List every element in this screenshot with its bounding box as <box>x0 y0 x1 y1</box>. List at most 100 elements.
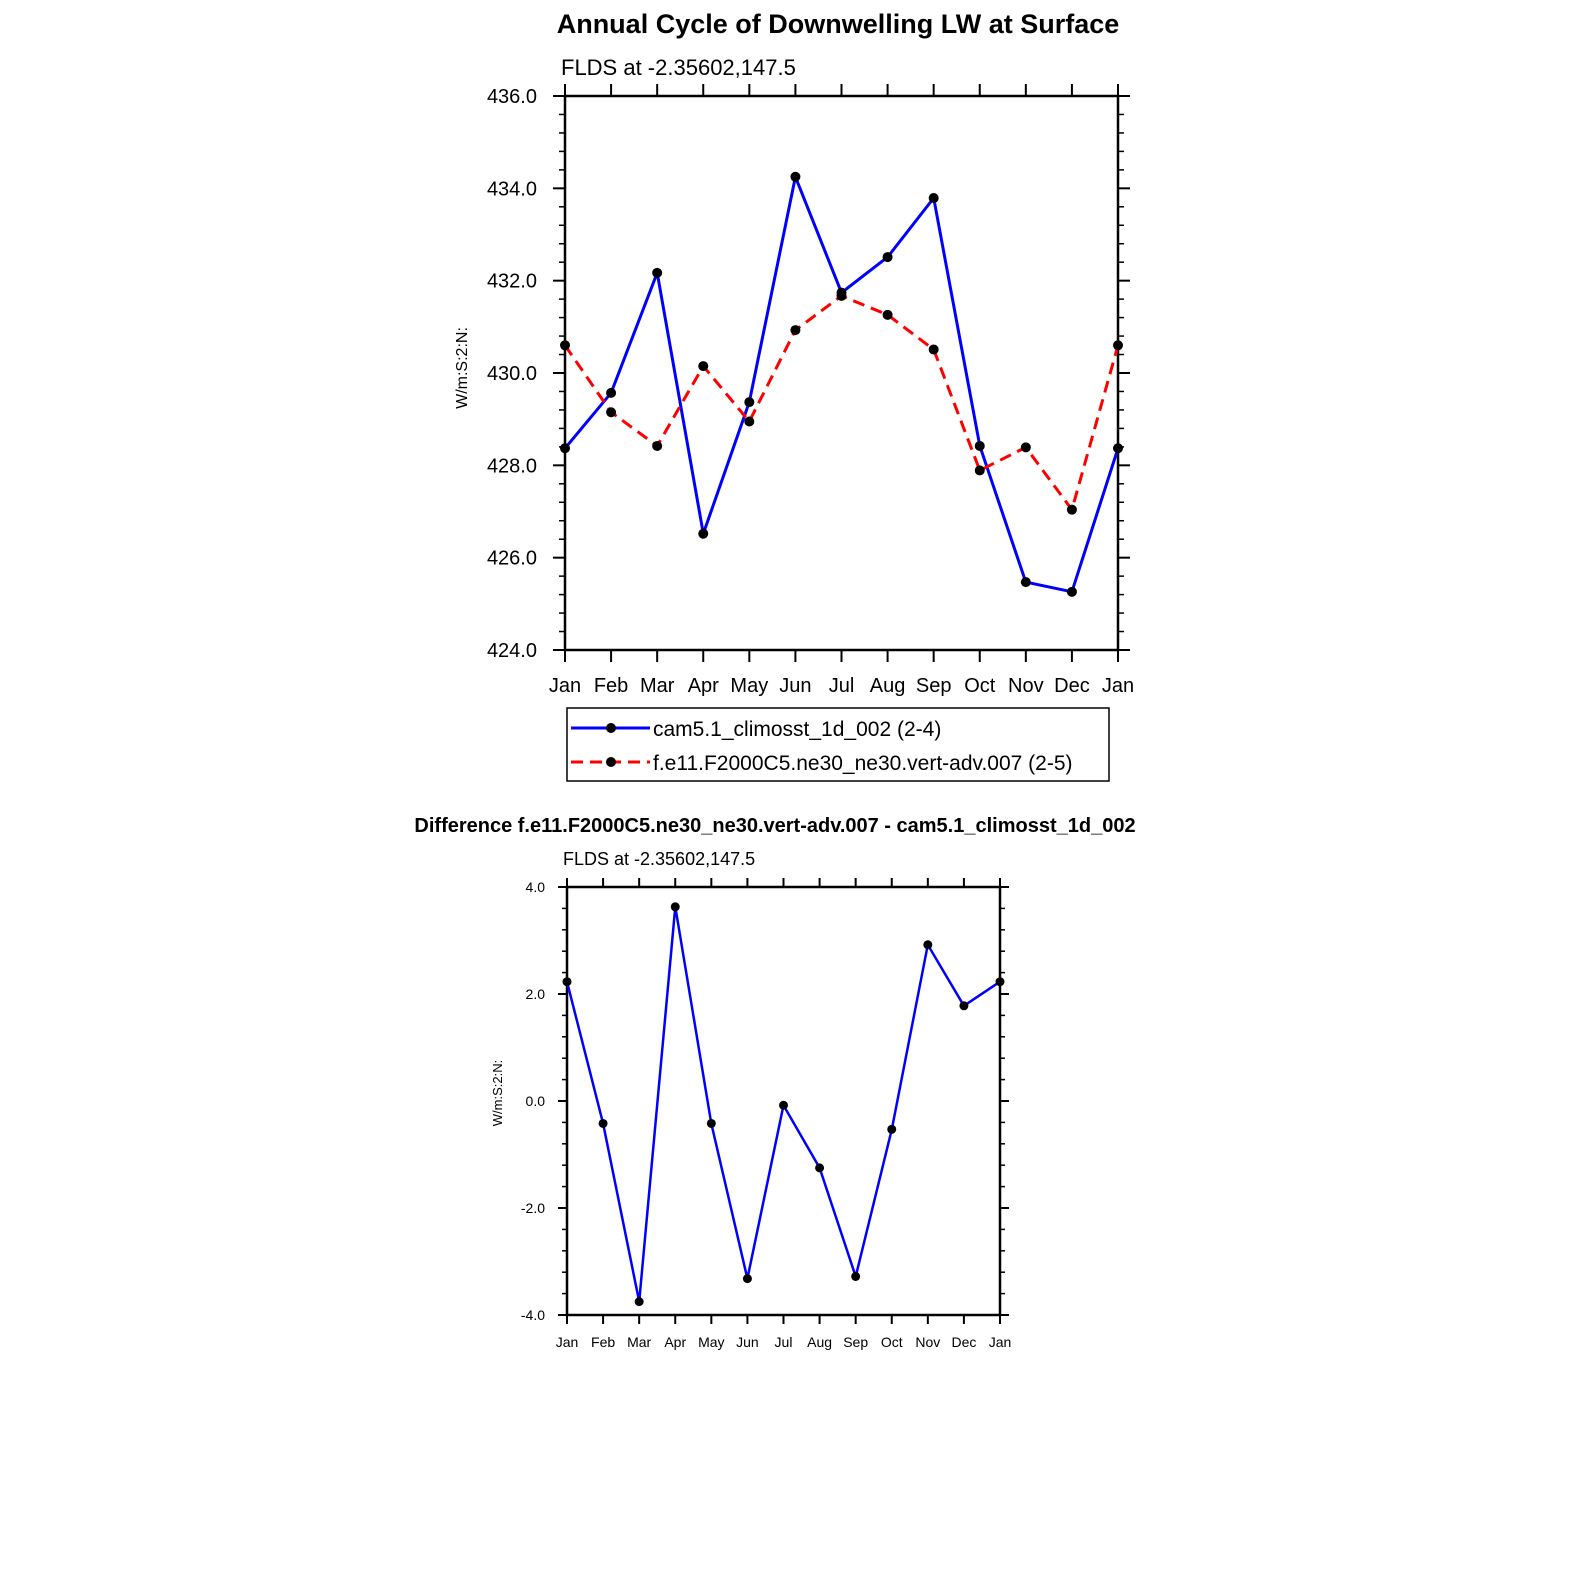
data-point-top-0 <box>1066 586 1077 597</box>
data-point-top-1 <box>928 344 939 355</box>
data-point-top-0 <box>560 443 570 454</box>
data-point-bottom-0 <box>779 1100 788 1110</box>
x-tick-label: Nov <box>1008 675 1044 697</box>
difference-axes: Jan Feb Mar Apr May Jun Jul Aug Sep Oct Nov Dec Jan-… <box>521 878 1011 1350</box>
data-point-top-0 <box>698 528 709 539</box>
data-point-bottom-0 <box>995 977 1005 987</box>
x-tick-label: May <box>698 1334 724 1350</box>
x-tick-label: Apr <box>664 1334 686 1350</box>
data-point-top-1 <box>790 325 801 336</box>
data-point-top-1 <box>836 290 847 301</box>
y-tick-label: 432.0 <box>487 271 537 293</box>
data-point-top-1 <box>606 407 617 418</box>
legend-label-fe11: f.e11.F2000C5.ne30_ne30.vert-adv.007 (2-… <box>653 752 1073 775</box>
annual-cycle-chart: Annual Cycle of Downwelling LW at Surfac… <box>454 9 1134 697</box>
y-tick-label: 0.0 <box>526 1093 546 1109</box>
x-tick-label: Jan <box>989 1334 1012 1350</box>
y-tick-label: 426.0 <box>487 548 537 570</box>
x-tick-label: Aug <box>807 1334 832 1350</box>
series-line-top-0 <box>563 171 1120 594</box>
x-tick-label: Aug <box>870 675 906 697</box>
data-point-top-0 <box>882 252 893 263</box>
legend-entry-fe11: f.e11.F2000C5.ne30_ne30.vert-adv.007 (2-… <box>571 752 1073 775</box>
data-point-top-1 <box>974 465 985 476</box>
data-point-top-0 <box>928 193 939 204</box>
x-tick-label: Dec <box>951 1334 976 1350</box>
difference-title: Difference f.e11.F2000C5.ne30_ne30.vert-… <box>414 815 1135 837</box>
data-point-top-0 <box>744 397 755 408</box>
data-point-bottom-0 <box>923 940 933 950</box>
data-point-top-0 <box>652 267 663 278</box>
data-point-top-1 <box>744 416 755 427</box>
difference-subtitle: FLDS at -2.35602,147.5 <box>563 849 755 869</box>
x-tick-label: Jan <box>549 675 581 697</box>
data-point-top-1 <box>1020 442 1031 453</box>
data-point-bottom-0 <box>887 1124 897 1134</box>
x-tick-label: Oct <box>881 1334 903 1350</box>
data-point-bottom-0 <box>851 1271 861 1281</box>
plot-series <box>560 171 1123 597</box>
data-point-top-1 <box>560 340 570 351</box>
x-tick-label: Nov <box>915 1334 940 1350</box>
legend-entry-cam5: cam5.1_climosst_1d_002 (2-4) <box>571 718 941 741</box>
series-line-top-1 <box>563 294 1120 514</box>
difference-chart: Difference f.e11.F2000C5.ne30_ne30.vert-… <box>414 815 1135 1350</box>
legend-marker-fe11 <box>606 757 616 767</box>
data-point-top-0 <box>974 440 985 451</box>
data-point-bottom-0 <box>670 902 680 912</box>
x-tick-label: Sep <box>843 1334 868 1350</box>
data-point-top-0 <box>1020 577 1031 588</box>
x-tick-label: Sep <box>916 675 952 697</box>
data-point-bottom-0 <box>598 1118 608 1128</box>
chart-subtitle: FLDS at -2.35602,147.5 <box>561 55 796 80</box>
y-axis-label: W/m:S:2:N: <box>454 327 471 409</box>
x-tick-label: Jul <box>829 675 855 697</box>
y-tick-label: 430.0 <box>487 363 537 385</box>
y-tick-label: 424.0 <box>487 640 537 662</box>
x-tick-label: Jul <box>775 1334 793 1350</box>
data-point-bottom-0 <box>959 1001 969 1011</box>
y-tick-label: 428.0 <box>487 455 537 477</box>
data-point-top-1 <box>698 361 709 372</box>
x-tick-label: Apr <box>688 675 719 697</box>
y-tick-label: 434.0 <box>487 178 537 200</box>
y-tick-label: 2.0 <box>526 986 546 1002</box>
x-tick-label: Dec <box>1054 675 1090 697</box>
difference-series <box>562 902 1005 1307</box>
legend-box <box>566 707 1110 782</box>
y-tick-label: 4.0 <box>526 879 546 895</box>
x-tick-label: Oct <box>964 675 996 697</box>
legend: cam5.1_climosst_1d_002 (2-4) f.e11.F2000… <box>566 707 1110 782</box>
y-tick-label: -4.0 <box>521 1307 545 1323</box>
data-point-top-0 <box>1113 443 1123 454</box>
data-point-bottom-0 <box>634 1297 644 1307</box>
x-tick-label: Mar <box>640 675 675 697</box>
legend-marker-cam5 <box>606 723 616 733</box>
y-tick-label: -2.0 <box>521 1200 545 1216</box>
x-tick-label: Feb <box>591 1334 615 1350</box>
x-tick-label: May <box>730 675 768 697</box>
x-tick-label: Jun <box>779 675 811 697</box>
x-tick-label: Jan <box>556 1334 579 1350</box>
data-point-top-1 <box>1066 504 1077 515</box>
difference-y-axis-label: W/m:S:2:N: <box>490 1060 505 1126</box>
legend-label-cam5: cam5.1_climosst_1d_002 (2-4) <box>653 718 941 741</box>
data-point-bottom-0 <box>706 1118 716 1128</box>
y-tick-label: 436.0 <box>487 86 537 108</box>
data-point-top-0 <box>790 171 801 182</box>
data-point-top-1 <box>652 440 663 451</box>
data-point-top-1 <box>882 309 893 320</box>
x-tick-label: Mar <box>627 1334 651 1350</box>
data-point-top-0 <box>606 387 617 398</box>
x-tick-label: Feb <box>594 675 628 697</box>
x-tick-label: Jan <box>1102 675 1134 697</box>
plot-axes: Jan Feb Mar Apr May Jun Jul Aug Sep Oct Nov Dec Jan 4… <box>487 84 1134 697</box>
data-point-bottom-0 <box>742 1274 752 1284</box>
plot-frame <box>563 94 1120 652</box>
x-tick-label: Jun <box>736 1334 759 1350</box>
chart-title: Annual Cycle of Downwelling LW at Surfac… <box>557 9 1120 39</box>
data-point-top-1 <box>1113 340 1123 351</box>
data-point-bottom-0 <box>562 977 572 987</box>
